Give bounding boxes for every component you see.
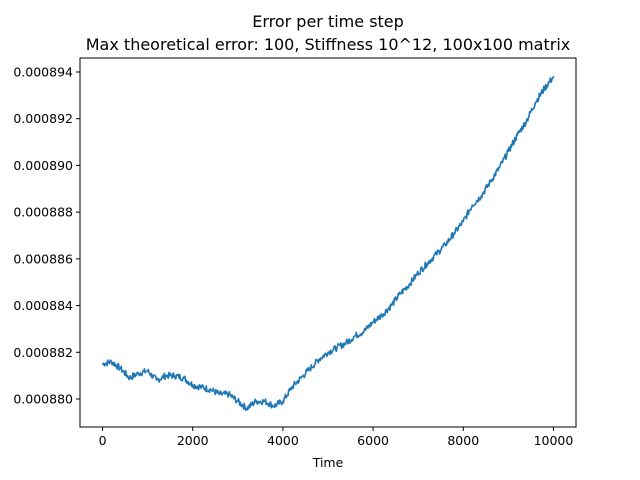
x-axis-label: Time (312, 455, 344, 470)
y-axis: 0.000880 0.000882 0.000884 0.000886 0.000888… (13, 65, 80, 406)
x-tick-label: 0 (99, 433, 107, 448)
x-tick-label: 4000 (267, 433, 299, 448)
x-tick-label: 8000 (447, 433, 479, 448)
plot-frame (79, 57, 577, 428)
y-tick-label: 0.000894 (13, 65, 73, 80)
y-tick-label: 0.000880 (13, 391, 73, 406)
y-tick-label: 0.000892 (13, 111, 73, 126)
chart-title: Error per time step (252, 12, 404, 31)
x-tick-label: 6000 (357, 433, 389, 448)
plot-area (79, 57, 577, 428)
x-axis: 0 2000 4000 6000 8000 10000 (99, 427, 574, 448)
y-tick-label: 0.000890 (13, 158, 73, 173)
x-tick-label: 2000 (177, 433, 209, 448)
series-line (101, 75, 555, 412)
plot-background (80, 58, 576, 427)
y-tick-label: 0.000886 (13, 251, 73, 266)
x-tick-label: 10000 (534, 433, 574, 448)
y-tick-label: 0.000888 (13, 205, 73, 220)
y-tick-label: 0.000882 (13, 345, 73, 360)
y-tick-label: 0.000884 (13, 298, 73, 313)
chart-subtitle: Max theoretical error: 100, Stiffness 10… (86, 35, 571, 54)
